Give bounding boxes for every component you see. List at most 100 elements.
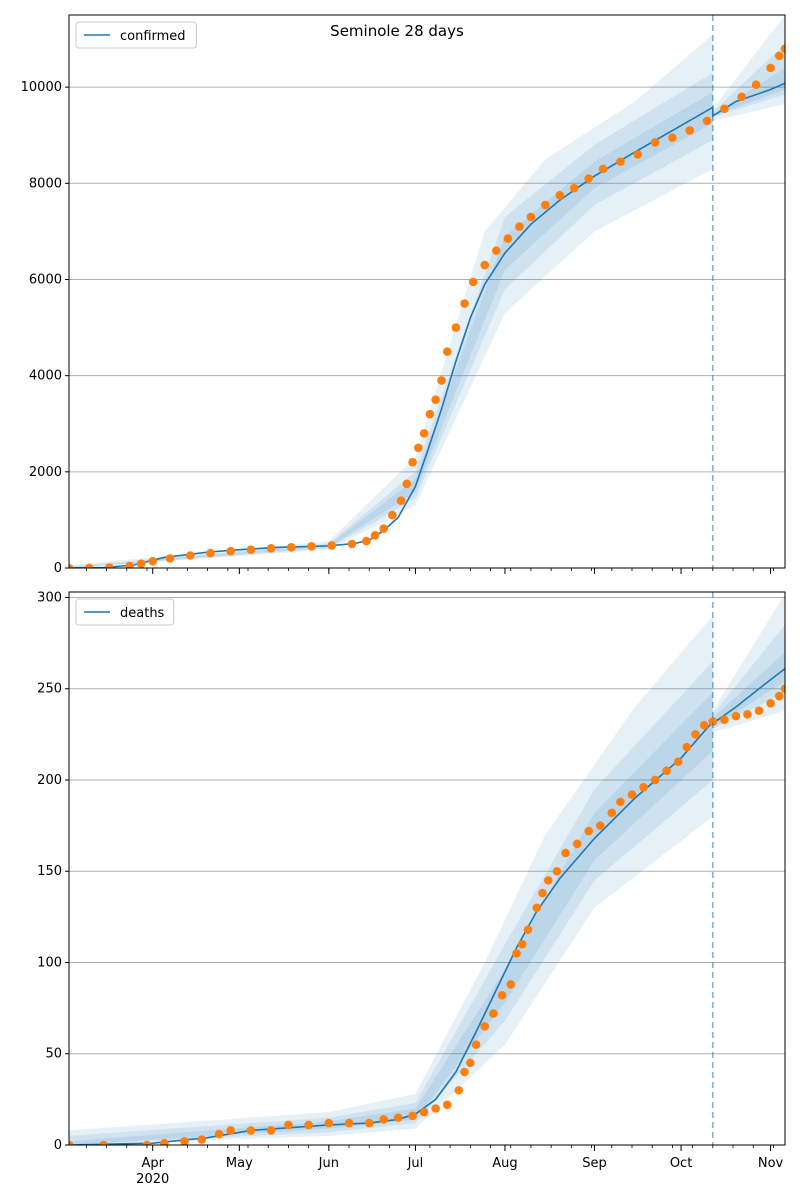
observed-point	[616, 157, 625, 166]
y-tick-label: 2000	[29, 465, 62, 480]
observed-point	[226, 1126, 235, 1135]
observed-point	[627, 790, 637, 799]
observed-point	[774, 51, 784, 61]
observed-point	[165, 554, 175, 563]
observed-point	[344, 1118, 354, 1128]
observed-point	[708, 717, 718, 726]
observed-point	[506, 980, 516, 989]
y-tick-label: 100	[37, 955, 62, 970]
observed-point	[431, 1104, 440, 1113]
observed-point	[347, 539, 357, 549]
figure-title: Seminole 28 days	[330, 22, 464, 40]
observed-point	[142, 1140, 152, 1145]
observed-point	[442, 1100, 452, 1110]
observed-point	[379, 524, 388, 533]
legend: deaths	[75, 598, 175, 626]
observed-point	[471, 1040, 481, 1049]
observed-point	[370, 531, 380, 540]
observed-point	[754, 706, 764, 715]
observed-point	[607, 808, 617, 818]
observed-point	[572, 839, 582, 849]
x-tick-label: Sep	[582, 1156, 607, 1171]
observed-point	[246, 1126, 256, 1135]
axes-frame	[68, 14, 786, 569]
observed-point	[287, 543, 296, 552]
x-tick-label: Jul	[407, 1156, 424, 1171]
observed-point	[425, 409, 435, 419]
observed-point	[561, 848, 570, 858]
band-outer	[69, 593, 785, 1145]
observed-point	[437, 376, 446, 385]
observed-point	[206, 548, 215, 558]
x-tick-label: Aug	[492, 1156, 517, 1171]
observed-point	[731, 711, 741, 721]
observed-point	[284, 1120, 293, 1130]
observed-point	[639, 782, 648, 792]
observed-point	[226, 546, 235, 556]
observed-point	[246, 545, 256, 555]
observed-point	[180, 1137, 189, 1145]
observed-point	[414, 443, 423, 453]
observed-point	[532, 903, 542, 913]
observed-point	[307, 542, 316, 551]
observed-point	[780, 44, 785, 53]
x-tick-label: Jun	[318, 1156, 339, 1171]
observed-point	[99, 1140, 108, 1145]
observed-point	[682, 742, 692, 752]
x-tick-label: May	[226, 1156, 253, 1171]
observed-point	[552, 866, 562, 876]
x-tick-label: Apr	[141, 1156, 164, 1171]
observed-point	[595, 821, 605, 830]
y-tick-label: 0	[54, 1138, 62, 1153]
observed-point	[526, 212, 536, 222]
observed-point	[379, 1115, 388, 1124]
observed-point	[393, 1113, 403, 1122]
observed-point	[197, 1135, 207, 1144]
observed-point	[543, 876, 553, 885]
x-tick-year-label: 2020	[136, 1172, 169, 1187]
observed-point	[266, 1126, 276, 1135]
observed-point	[774, 691, 784, 701]
observed-point	[584, 174, 593, 183]
observed-point	[402, 479, 412, 489]
observed-point	[185, 551, 195, 560]
observed-point	[408, 457, 417, 467]
observed-point	[766, 699, 775, 708]
observed-point	[159, 1138, 169, 1145]
y-tick-label: 4000	[29, 369, 62, 384]
observed-point	[362, 536, 371, 546]
band-outer	[69, 15, 785, 568]
observed-point	[460, 299, 469, 308]
observed-point	[419, 1107, 429, 1117]
observed-point	[633, 150, 643, 159]
observed-point	[69, 563, 74, 568]
observed-point	[737, 92, 746, 102]
observed-point	[105, 563, 114, 568]
observed-point	[466, 1058, 475, 1068]
observed-point	[489, 1009, 498, 1018]
y-tick-label: 0	[54, 561, 62, 576]
observed-point	[408, 1111, 417, 1121]
observed-point	[419, 429, 429, 438]
observed-point	[720, 104, 729, 114]
observed-point	[650, 138, 660, 147]
observed-point	[780, 684, 785, 694]
observed-point	[569, 183, 579, 193]
legend-box	[75, 598, 175, 626]
observed-point	[480, 260, 490, 270]
observed-point	[616, 797, 625, 807]
observed-point	[327, 541, 337, 550]
legend-box	[75, 21, 197, 49]
observed-point	[304, 1120, 313, 1130]
observed-point	[460, 1067, 469, 1077]
observed-point	[451, 323, 461, 332]
observed-point	[584, 826, 593, 836]
observed-point	[266, 543, 276, 553]
observed-point	[125, 561, 134, 568]
plot-area	[69, 15, 785, 568]
observed-point	[598, 164, 608, 174]
observed-point	[503, 234, 513, 243]
observed-point	[523, 925, 533, 934]
observed-point	[662, 766, 671, 776]
